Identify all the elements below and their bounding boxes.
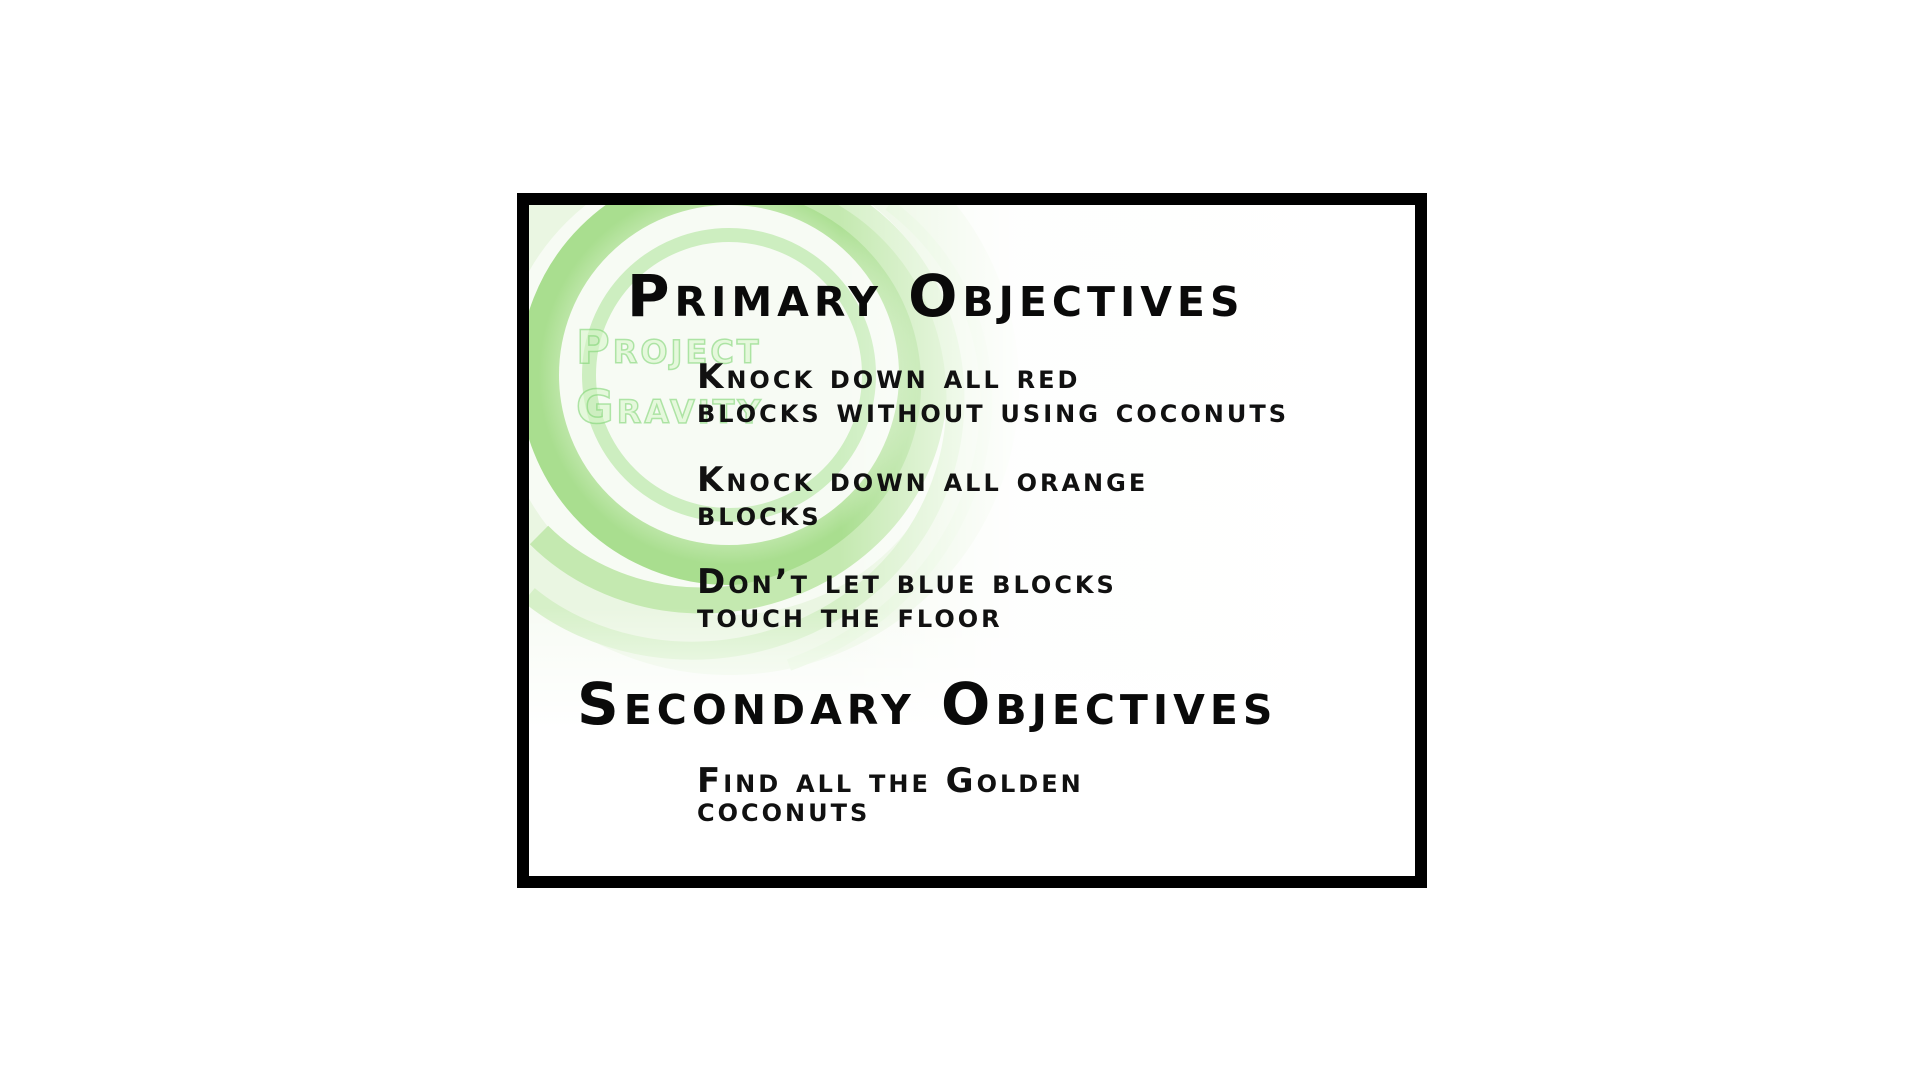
secondary-objectives-heading: Secondary Objectives — [577, 670, 1278, 738]
primary-objectives-heading: Primary Objectives — [627, 262, 1245, 330]
primary-objective-3: Don’t let blue blocks touch the floor — [697, 562, 1415, 636]
primary-objective-1: Knock down all red blocks without using … — [697, 357, 1415, 431]
objective-line: blocks without using coconuts — [697, 391, 1290, 431]
project-gravity-watermark: Project Gravity — [575, 319, 764, 435]
objective-line: Find all the Golden — [697, 761, 1084, 801]
secondary-objective-1: Find all the Golden coconuts — [697, 761, 1415, 830]
swirl-background-art — [529, 205, 1415, 876]
objectives-panel: Project Gravity Primary Objectives Knock… — [517, 193, 1427, 888]
objective-line: coconuts — [697, 790, 871, 830]
objective-line: Don’t let blue blocks — [697, 562, 1117, 602]
objective-line: Knock down all red — [697, 357, 1081, 397]
objective-line: Knock down all orange — [697, 460, 1149, 500]
primary-objective-2: Knock down all orange blocks — [697, 460, 1415, 534]
objective-line: touch the floor — [697, 596, 1003, 636]
objective-line: blocks — [697, 494, 822, 534]
